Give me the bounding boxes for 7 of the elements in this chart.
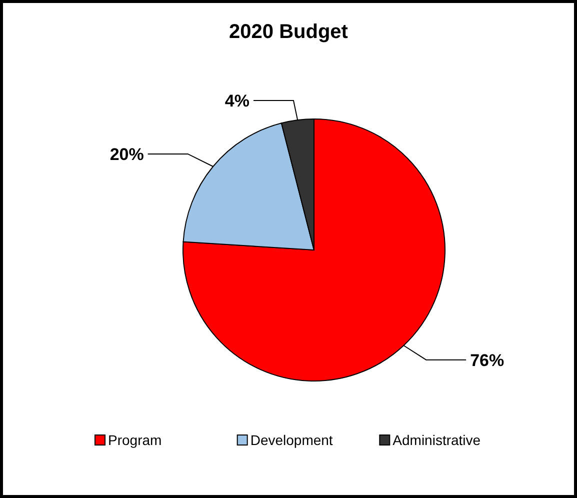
legend-label: Administrative xyxy=(392,432,481,448)
data-label: 4% xyxy=(224,92,250,111)
chart-title: 2020 Budget xyxy=(229,21,348,43)
legend-label: Program xyxy=(108,432,162,448)
legend-label: Development xyxy=(250,432,333,448)
data-label: 76% xyxy=(470,350,504,370)
data-label: 20% xyxy=(110,144,144,164)
